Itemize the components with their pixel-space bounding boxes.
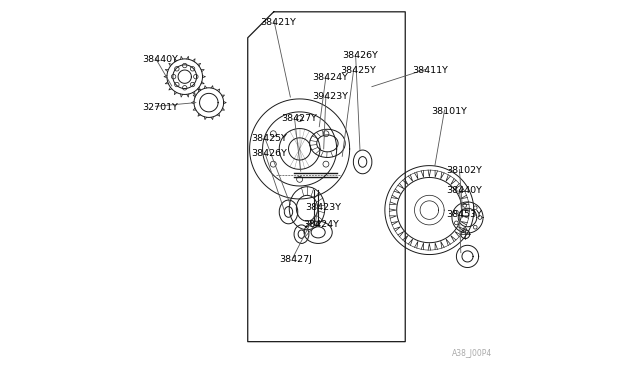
Text: 38423Y: 38423Y bbox=[305, 203, 341, 212]
Text: A38_J00P4: A38_J00P4 bbox=[452, 349, 492, 358]
Text: 38425Y: 38425Y bbox=[340, 66, 376, 75]
Text: 38102Y: 38102Y bbox=[446, 166, 482, 175]
Text: 38440Y: 38440Y bbox=[446, 186, 482, 195]
Text: 38426Y: 38426Y bbox=[252, 149, 287, 158]
Text: 38424Y: 38424Y bbox=[303, 219, 339, 229]
Text: 39423Y: 39423Y bbox=[312, 92, 349, 101]
Text: 38421Y: 38421Y bbox=[260, 17, 296, 27]
Text: 38427Y: 38427Y bbox=[281, 114, 317, 123]
Text: 38424Y: 38424Y bbox=[312, 73, 348, 82]
Text: 38427J: 38427J bbox=[279, 255, 312, 264]
Text: 38411Y: 38411Y bbox=[413, 66, 449, 75]
Text: 38101Y: 38101Y bbox=[431, 107, 467, 116]
Text: 38440Y: 38440Y bbox=[142, 55, 178, 64]
Text: 38426Y: 38426Y bbox=[342, 51, 378, 60]
Text: 32701Y: 32701Y bbox=[142, 103, 178, 112]
Text: 38425Y: 38425Y bbox=[252, 134, 287, 143]
Text: 38453Y: 38453Y bbox=[446, 210, 482, 219]
